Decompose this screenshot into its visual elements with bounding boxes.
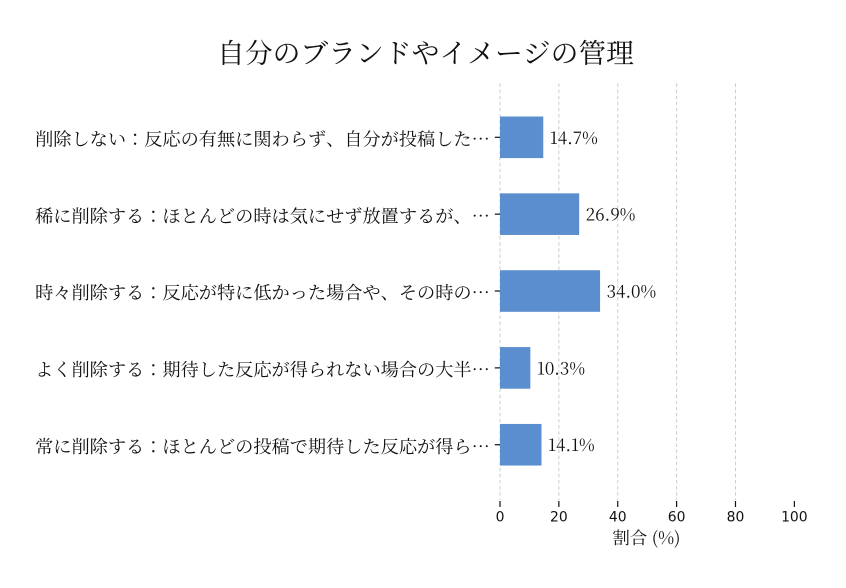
x-tick-label-40: 40	[609, 510, 627, 526]
value-label-0: 14.7%	[550, 124, 598, 149]
x-tick-label-80: 80	[727, 510, 745, 526]
x-tick-label-100: 100	[781, 510, 808, 526]
x-axis-tick-labels: 0 20 40 60 80 100	[496, 510, 808, 526]
category-label-4: 常に削除する：ほとんどの投稿で期待した反応が得ら…	[35, 433, 490, 459]
x-tick-label-60: 60	[668, 510, 686, 526]
value-label-2: 34.0%	[607, 278, 657, 303]
x-tick-label-0: 0	[496, 510, 505, 526]
value-labels: 14.7% 26.9% 34.0% 10.3% 14.1%	[537, 124, 656, 456]
value-label-4: 14.1%	[548, 431, 595, 456]
bar-2	[500, 270, 601, 312]
category-label-2: 時々削除する：反応が特に低かった場合や、その時の…	[35, 279, 490, 305]
x-axis-title: 割合 (%)	[613, 524, 681, 549]
x-axis-ticks	[499, 501, 795, 507]
category-label-3: よく削除する：期待した反応が得られない場合の大半…	[35, 356, 490, 382]
category-label-0: 削除しない：反応の有無に関わらず、自分が投稿した…	[35, 126, 490, 152]
bar-3	[500, 347, 531, 389]
value-label-1: 26.9%	[586, 201, 636, 226]
bar-1	[500, 193, 580, 235]
category-labels: 削除しない：反応の有無に関わらず、自分が投稿した… 稀に削除する：ほとんどの時は気…	[35, 126, 490, 459]
bar-series	[500, 116, 601, 466]
value-label-3: 10.3%	[537, 354, 585, 379]
bar-4	[500, 423, 542, 466]
category-label-1: 稀に削除する：ほとんどの時は気にせず放置するが、…	[35, 202, 490, 228]
x-tick-label-20: 20	[550, 510, 568, 526]
y-axis-ticks	[494, 136, 500, 446]
chart-title: 自分のブランドやイメージの管理	[217, 31, 634, 71]
bar-0	[500, 116, 544, 159]
